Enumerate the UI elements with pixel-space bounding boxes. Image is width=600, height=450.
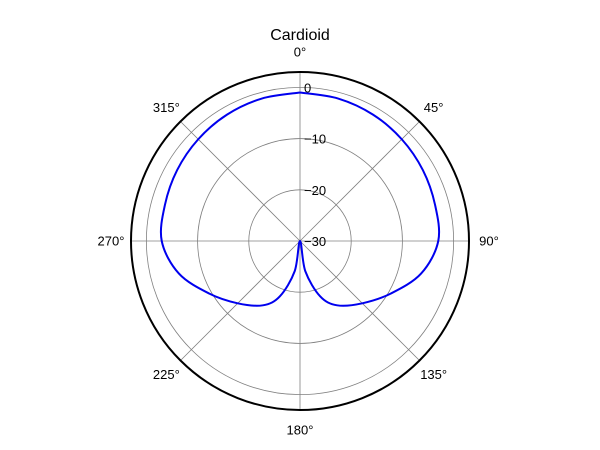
theta-spoke-7 xyxy=(180,121,301,242)
r-tick-label-2: −20 xyxy=(304,183,326,198)
cardioid-curve-layer xyxy=(159,91,441,307)
r-tick-label-0: 0 xyxy=(304,80,311,95)
theta-tick-labels: 0° 45° 90° 135° 180° 225° 270° 315° xyxy=(98,45,499,438)
theta-tick-label-7: 315° xyxy=(153,100,180,115)
theta-spoke-5 xyxy=(180,240,301,361)
r-tick-label-3: −30 xyxy=(304,234,326,249)
theta-tick-label-6: 270° xyxy=(98,234,125,249)
theta-tick-label-3: 135° xyxy=(420,367,447,382)
polar-outer-circle xyxy=(130,71,470,411)
theta-tick-label-5: 225° xyxy=(153,367,180,382)
theta-tick-label-1: 45° xyxy=(424,100,444,115)
polar-grid xyxy=(131,72,469,410)
cardioid-curve xyxy=(159,91,441,307)
r-tick-label-1: −10 xyxy=(304,132,326,147)
radial-tick-labels: 0 −10 −20 −30 xyxy=(304,80,326,249)
theta-spoke-1 xyxy=(299,121,420,242)
theta-tick-label-0: 0° xyxy=(294,45,306,60)
theta-tick-label-2: 90° xyxy=(479,234,499,249)
theta-tick-label-4: 180° xyxy=(287,423,314,438)
polar-frame xyxy=(130,71,470,411)
chart-title: Cardioid xyxy=(270,27,330,44)
theta-spoke-3 xyxy=(299,240,420,361)
